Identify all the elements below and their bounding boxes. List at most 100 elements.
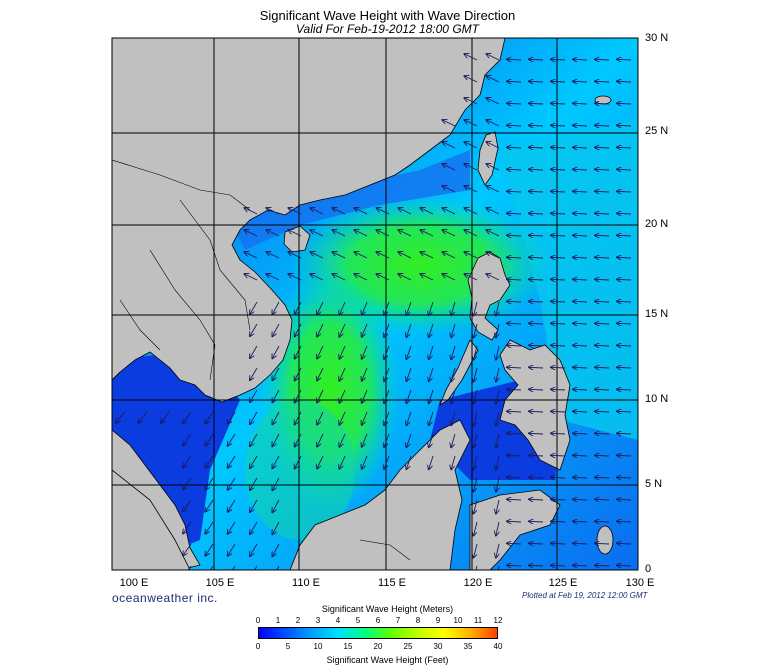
wave-arrow [551, 81, 566, 82]
wave-arrow [551, 235, 566, 236]
wave-arrow [486, 98, 500, 105]
wave-arrow [398, 230, 412, 237]
wave-arrow [116, 411, 126, 423]
wave-arrow [551, 103, 566, 104]
wave-arrow [317, 389, 324, 403]
wave-arrow [496, 477, 499, 492]
wave-arrow [551, 213, 566, 214]
wave-arrow [474, 499, 478, 514]
wave-arrow [420, 230, 434, 237]
wave-arrow [474, 455, 478, 470]
wave-arrow [362, 301, 368, 315]
meter-tick: 0 [255, 616, 261, 625]
wave-arrow [507, 411, 522, 412]
wave-arrow [384, 345, 390, 359]
wave-arrow [244, 230, 258, 237]
wave-arrow [228, 433, 236, 446]
wave-arrow [362, 433, 368, 447]
wave-arrow [420, 208, 434, 215]
wave-arrow [617, 257, 632, 258]
wave-arrow [362, 345, 368, 359]
wave-arrow [573, 59, 588, 60]
wave-arrow [354, 230, 368, 237]
wave-arrow [272, 455, 280, 468]
wave-arrow [595, 433, 610, 434]
wave-arrow [507, 301, 522, 302]
wave-arrow [250, 543, 258, 556]
wave-arrow [617, 323, 632, 324]
wave-arrow [272, 433, 280, 446]
meter-tick: 4 [335, 616, 341, 625]
wave-arrow [595, 59, 610, 60]
wave-arrow [573, 301, 588, 302]
wave-arrow [486, 54, 500, 61]
wave-arrow [507, 521, 522, 522]
wave-arrow [486, 252, 500, 259]
wave-arrow [507, 543, 522, 544]
wave-arrow [250, 477, 258, 490]
wave-arrow [617, 499, 632, 500]
wave-arrow [529, 103, 544, 104]
wave-arrow [595, 81, 610, 82]
wave-arrow [529, 125, 544, 126]
wave-arrow [573, 279, 588, 280]
lat-label: 10 N [645, 393, 669, 405]
wave-arrow [573, 521, 588, 522]
wave-arrow [183, 411, 192, 424]
wave-arrow [507, 103, 522, 104]
wave-arrow [205, 499, 214, 512]
wave-arrow [451, 345, 456, 359]
wave-arrow [507, 455, 522, 456]
meter-tick: 6 [375, 616, 381, 625]
wave-arrow [339, 433, 346, 447]
wave-arrow [266, 230, 280, 237]
wave-arrow [187, 565, 192, 570]
wave-arrow [310, 208, 324, 215]
wave-arrow [573, 81, 588, 82]
colorbar [258, 627, 498, 639]
wave-arrow [529, 301, 544, 302]
wave-arrow [486, 208, 500, 215]
wave-arrow [464, 186, 478, 193]
wave-arrow [272, 521, 280, 534]
feet-tick: 20 [373, 642, 383, 651]
wave-arrow [451, 389, 456, 403]
wave-arrow [551, 367, 566, 368]
wave-arrow [573, 345, 588, 346]
chart-title: Significant Wave Height with Wave Direct… [259, 8, 516, 23]
lon-label: 110 E [292, 577, 320, 589]
wave-arrow [595, 125, 610, 126]
wave-arrow [376, 274, 390, 281]
wave-arrow [183, 477, 192, 490]
lat-label: 25 N [645, 125, 669, 137]
wave-arrow [442, 208, 456, 215]
wave-arrow [183, 455, 192, 468]
wave-arrow [362, 411, 368, 425]
wave-arrow [551, 191, 566, 192]
wave-arrow [551, 257, 566, 258]
wave-arrow [272, 499, 280, 512]
wave-arrow [250, 521, 258, 534]
wave-arrow [384, 323, 390, 337]
lon-label: 130 E [625, 577, 655, 589]
wave-arrow [573, 191, 588, 192]
wave-arrow [595, 477, 610, 478]
wave-arrow [507, 191, 522, 192]
wave-arrow [617, 59, 632, 60]
wave-arrow [551, 543, 566, 544]
feet-tick: 5 [285, 642, 291, 651]
wave-arrow [496, 433, 499, 448]
wave-arrow [595, 301, 610, 302]
wave-arrow [507, 213, 522, 214]
wave-arrow [551, 147, 566, 148]
wave-arrow [406, 411, 412, 425]
wave-arrow [228, 455, 236, 468]
meter-tick: 1 [275, 616, 281, 625]
wave-arrow [617, 389, 632, 390]
wave-arrow [295, 301, 302, 315]
wave-arrow [595, 499, 610, 500]
wave-arrow [617, 103, 632, 104]
wave-arrow [474, 477, 478, 492]
wave-arrow [617, 543, 632, 544]
